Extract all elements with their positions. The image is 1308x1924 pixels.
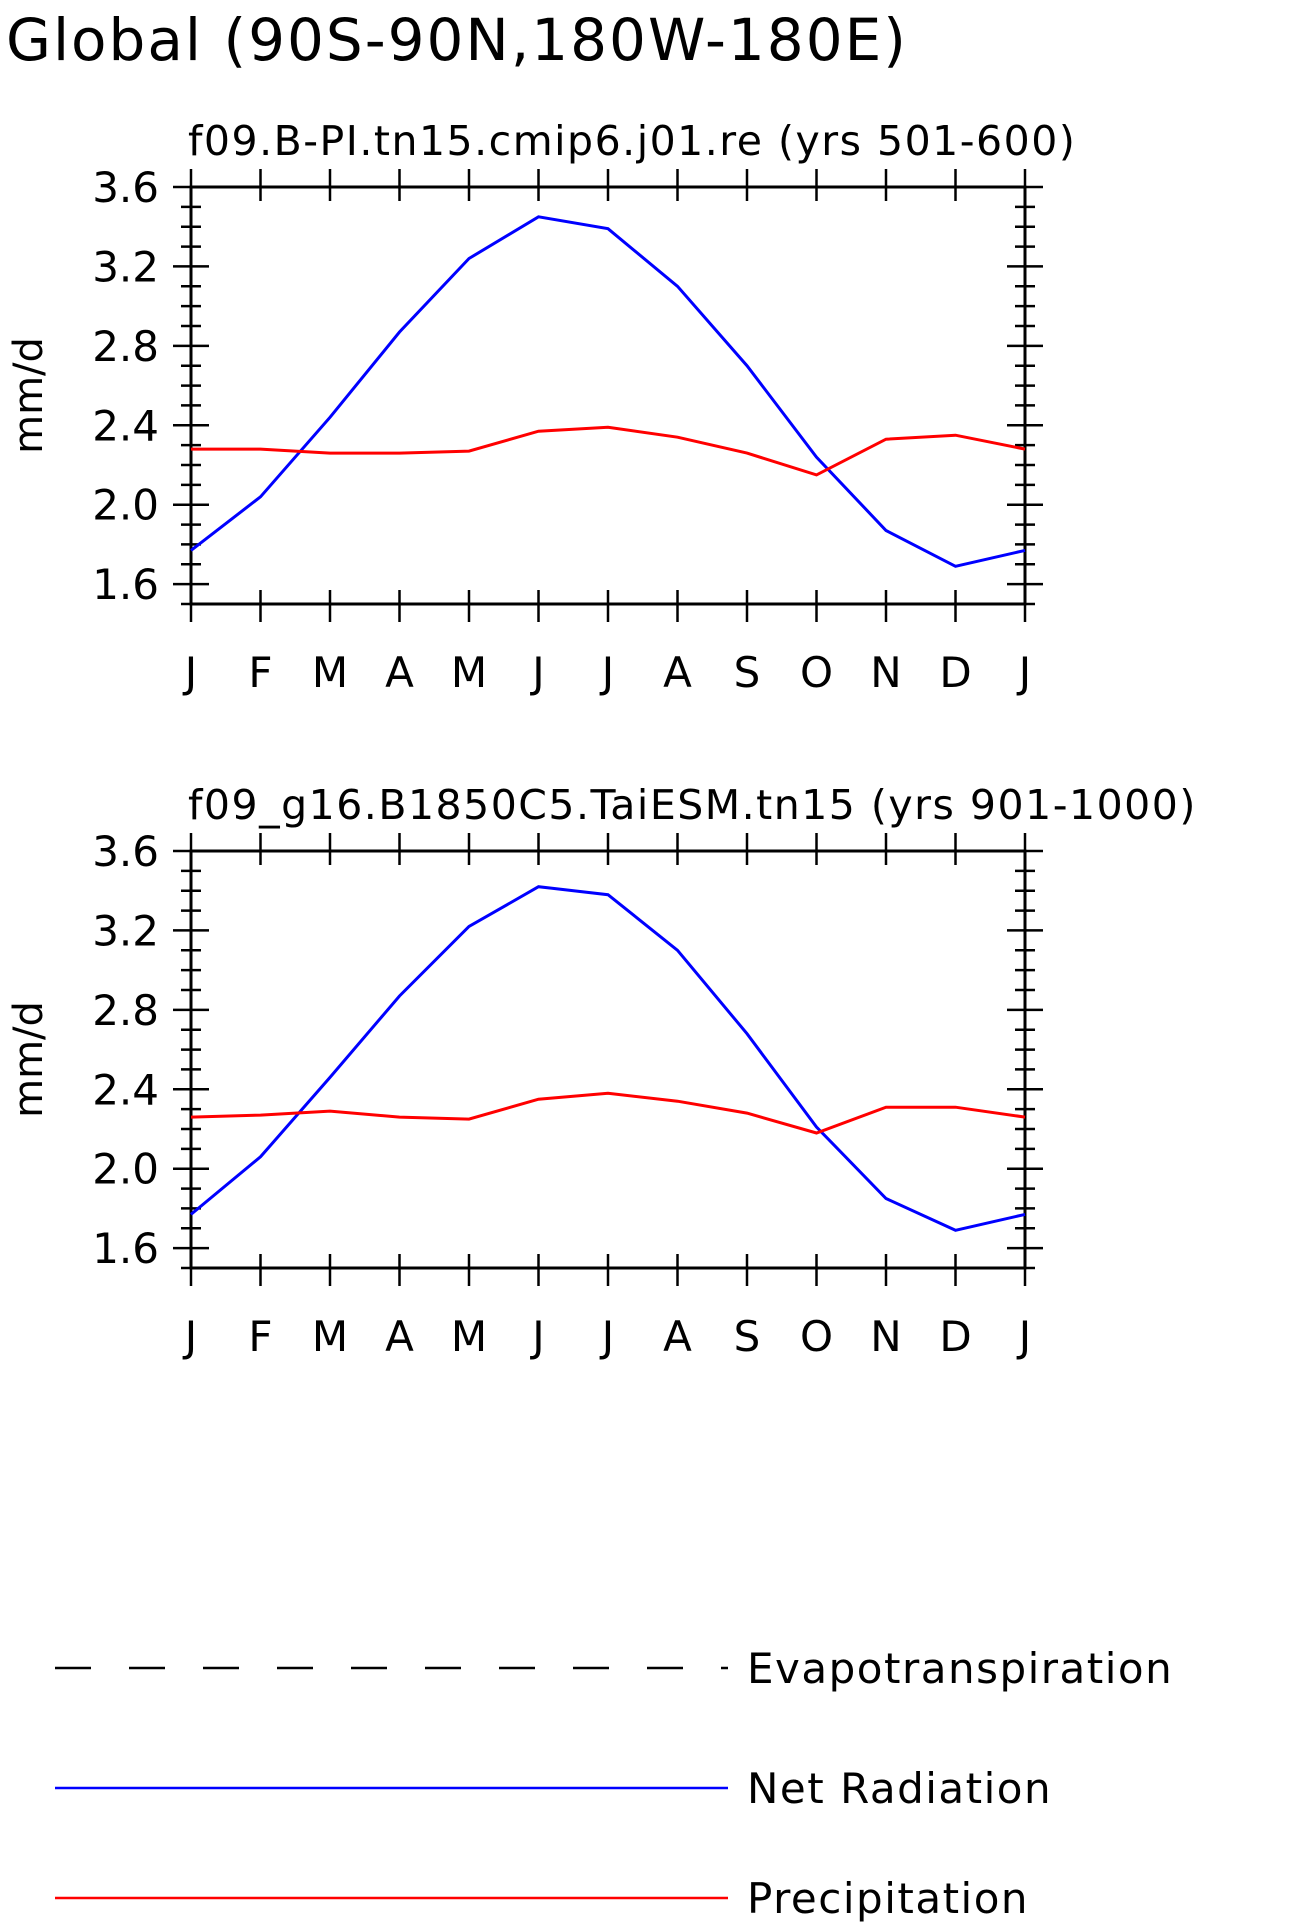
- legend-label: Evapotranspiration: [747, 1644, 1173, 1693]
- y-tick-label: 3.6: [92, 163, 159, 212]
- x-tick-label: A: [385, 648, 414, 697]
- x-tick-label: N: [870, 648, 901, 697]
- x-tick-label: D: [939, 648, 971, 697]
- x-tick-label: J: [1016, 1312, 1031, 1361]
- x-tick-label: J: [599, 648, 614, 697]
- figure-legend: Evapotranspiration Net Radiation Precipita…: [55, 1644, 1173, 1923]
- y-tick-label: 2.8: [92, 322, 159, 371]
- net-radiation-line: [190, 215, 1026, 568]
- x-tick-label: S: [734, 648, 761, 697]
- x-tick-label: A: [663, 1312, 692, 1361]
- x-tick-label: M: [312, 648, 348, 697]
- x-tick-label: J: [182, 648, 197, 697]
- x-tick-label: J: [529, 648, 544, 697]
- x-tick-label: A: [663, 648, 692, 697]
- precipitation-line: [190, 1091, 1026, 1135]
- x-tick-label: M: [312, 1312, 348, 1361]
- x-tick-label: O: [800, 648, 833, 697]
- chart-panel-top: f09.B-PI.tn15.cmip6.j01.re (yrs 501-600)…: [6, 117, 1076, 697]
- y-tick-label: 2.4: [92, 1065, 159, 1114]
- net-radiation-line: [190, 885, 1026, 1232]
- x-tick-label: A: [385, 1312, 414, 1361]
- figure-title: Global (90S-90N,180W-180E): [6, 6, 908, 74]
- x-tick-label: F: [248, 1312, 272, 1361]
- y-tick-label: 1.6: [92, 1224, 159, 1273]
- x-tick-label: J: [182, 1312, 197, 1361]
- x-tick-label: J: [529, 1312, 544, 1361]
- y-tick-label: 3.2: [92, 906, 159, 955]
- chart-title: f09.B-PI.tn15.cmip6.j01.re (yrs 501-600): [188, 117, 1076, 165]
- x-tick-label: N: [870, 1312, 901, 1361]
- x-tick-label: F: [248, 648, 272, 697]
- plot-frame: [189, 185, 1027, 606]
- legend-label: Precipitation: [747, 1874, 1029, 1923]
- y-tick-label: 2.8: [92, 986, 159, 1035]
- x-tick-label: M: [451, 648, 487, 697]
- x-tick-label: O: [800, 1312, 833, 1361]
- y-axis-label: mm/d: [6, 337, 52, 454]
- y-tick-label: 3.6: [92, 827, 159, 876]
- chart-panel-bottom: f09_g16.B1850C5.TaiESM.tn15 (yrs 901-100…: [6, 781, 1197, 1361]
- legend-label: Net Radiation: [747, 1764, 1052, 1813]
- chart-title: f09_g16.B1850C5.TaiESM.tn15 (yrs 901-100…: [188, 781, 1197, 829]
- x-tick-label: J: [599, 1312, 614, 1361]
- precipitation-line: [191, 425, 1026, 477]
- y-axis-label: mm/d: [6, 1001, 52, 1118]
- y-tick-label: 1.6: [92, 560, 159, 609]
- y-tick-label: 2.0: [92, 1145, 159, 1194]
- y-tick-label: 2.0: [92, 481, 159, 530]
- y-tick-label: 2.4: [92, 401, 159, 450]
- x-tick-label: J: [1016, 648, 1031, 697]
- x-tick-label: S: [734, 1312, 761, 1361]
- x-tick-label: D: [939, 1312, 971, 1361]
- y-tick-label: 3.2: [92, 242, 159, 291]
- x-tick-label: M: [451, 1312, 487, 1361]
